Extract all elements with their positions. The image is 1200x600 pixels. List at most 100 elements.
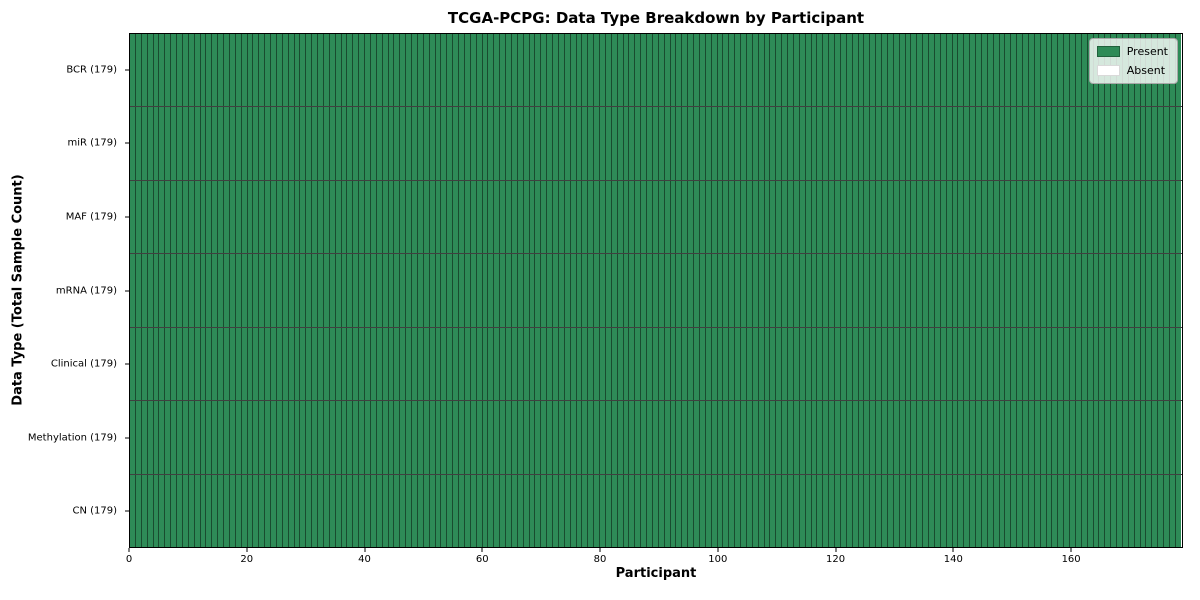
heatmap-cell <box>323 254 330 327</box>
heatmap-cell <box>329 254 336 327</box>
heatmap-cell <box>987 401 994 474</box>
heatmap-cell <box>506 107 512 180</box>
heatmap-cell <box>194 327 201 401</box>
heatmap-cell <box>165 401 172 474</box>
heatmap-cell <box>987 107 994 180</box>
heatmap-cell <box>929 180 935 254</box>
heatmap-cell <box>735 254 741 327</box>
heatmap-cell <box>605 34 612 107</box>
heatmap-cell <box>576 254 583 327</box>
heatmap-cell <box>793 34 800 107</box>
heatmap-cell <box>788 474 794 547</box>
heatmap-cell <box>670 180 677 254</box>
heatmap-cell <box>294 401 301 474</box>
heatmap-cell <box>282 180 289 254</box>
heatmap-cell <box>723 474 730 547</box>
heatmap-cell <box>629 401 636 474</box>
heatmap-cell <box>905 474 912 547</box>
heatmap-cell <box>840 107 847 180</box>
heatmap-cell <box>382 107 389 180</box>
heatmap-cell <box>1011 107 1018 180</box>
heatmap-cell <box>464 327 471 401</box>
heatmap-cell <box>247 254 254 327</box>
heatmap-cell <box>887 327 894 401</box>
heatmap-cell <box>964 327 971 401</box>
heatmap-cell <box>864 327 871 401</box>
heatmap-cell <box>717 180 724 254</box>
heatmap-cell <box>893 401 900 474</box>
heatmap-cell <box>229 107 236 180</box>
heatmap-cell <box>182 327 189 401</box>
heatmap-cell <box>1111 401 1117 474</box>
heatmap-cell <box>576 180 583 254</box>
heatmap-cell <box>229 34 236 107</box>
heatmap-cell <box>159 474 166 547</box>
heatmap-cell <box>253 327 260 401</box>
heatmap-cell <box>171 327 177 401</box>
heatmap-cell <box>882 180 888 254</box>
heatmap-cell <box>717 401 724 474</box>
x-tick-mark <box>717 548 719 552</box>
heatmap-cell <box>517 107 524 180</box>
heatmap-cell <box>1028 180 1035 254</box>
heatmap-cell <box>770 474 777 547</box>
heatmap-cell <box>952 34 959 107</box>
heatmap-cell <box>500 180 506 254</box>
legend-swatch-absent <box>1096 65 1120 76</box>
heatmap-cell <box>370 327 377 401</box>
heatmap-cell <box>523 180 530 254</box>
heatmap-cell <box>212 474 219 547</box>
heatmap-cell <box>482 401 489 474</box>
heatmap-cell <box>647 401 653 474</box>
heatmap-cell <box>218 327 224 401</box>
heatmap-cell <box>423 254 430 327</box>
heatmap-cell <box>905 327 912 401</box>
heatmap-cell <box>899 327 906 401</box>
heatmap-cell <box>964 254 971 327</box>
heatmap-cell <box>793 254 800 327</box>
heatmap-cell <box>711 107 718 180</box>
heatmap-cell <box>899 180 906 254</box>
heatmap-cell <box>746 401 753 474</box>
heatmap-cell <box>999 327 1006 401</box>
heatmap-cell <box>412 401 418 474</box>
heatmap-cell <box>758 254 765 327</box>
heatmap-cell <box>1070 34 1076 107</box>
heatmap-cell <box>840 254 847 327</box>
heatmap-cell <box>506 401 512 474</box>
heatmap-cell <box>952 254 959 327</box>
heatmap-cell <box>353 34 360 107</box>
heatmap-cell <box>887 34 894 107</box>
heatmap-cell <box>682 327 689 401</box>
heatmap-cell <box>817 180 824 254</box>
heatmap-cell <box>911 180 918 254</box>
heatmap-cell <box>182 34 189 107</box>
heatmap-cell <box>506 34 512 107</box>
heatmap-cell <box>923 401 929 474</box>
heatmap-cell <box>600 34 606 107</box>
heatmap-cell <box>1052 474 1059 547</box>
heatmap-cell <box>400 401 407 474</box>
heatmap-cell <box>823 401 830 474</box>
heatmap-cell <box>130 401 136 474</box>
heatmap-cell <box>735 180 741 254</box>
heatmap-cell <box>764 474 771 547</box>
heatmap-cell <box>453 254 459 327</box>
heatmap-cell <box>1023 327 1029 401</box>
heatmap-cell <box>529 327 536 401</box>
heatmap-cell <box>441 107 448 180</box>
heatmap-cell <box>605 474 612 547</box>
heatmap-cell <box>905 254 912 327</box>
heatmap-cell <box>1158 180 1164 254</box>
heatmap-cell <box>1034 254 1041 327</box>
heatmap-cell <box>758 327 765 401</box>
heatmap-cell <box>741 474 747 547</box>
heatmap-cell <box>576 327 583 401</box>
heatmap-cell <box>993 401 1000 474</box>
heatmap-cell <box>940 474 947 547</box>
heatmap-cell <box>764 327 771 401</box>
heatmap-cell <box>218 34 224 107</box>
heatmap-cell <box>964 34 971 107</box>
heatmap-cell <box>776 327 783 401</box>
heatmap-cell <box>893 254 900 327</box>
